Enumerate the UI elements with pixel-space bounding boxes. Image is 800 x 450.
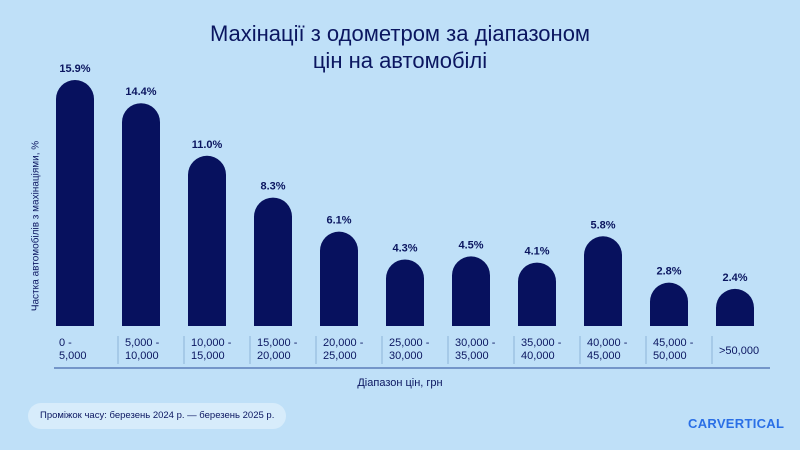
x-tick-label-2: 10,000 -15,000 bbox=[191, 337, 232, 362]
x-tick-label-8: 40,000 -45,000 bbox=[587, 337, 628, 362]
x-tick-label-6: 30,000 -35,000 bbox=[455, 337, 496, 362]
bar-3 bbox=[254, 197, 292, 326]
bar-4 bbox=[320, 231, 358, 326]
bar-value-label-10: 2.4% bbox=[722, 272, 747, 284]
bar-0 bbox=[56, 80, 94, 326]
bar-value-label-3: 8.3% bbox=[260, 181, 285, 193]
bar-5 bbox=[386, 259, 424, 326]
x-tick-label-9: 45,000 -50,000 bbox=[653, 337, 694, 362]
bar-1 bbox=[122, 103, 160, 326]
bar-2 bbox=[188, 155, 226, 326]
bar-value-label-8: 5.8% bbox=[590, 219, 615, 231]
bar-value-label-6: 4.5% bbox=[458, 239, 483, 251]
bar-value-label-2: 11.0% bbox=[192, 139, 223, 151]
bar-value-label-4: 6.1% bbox=[326, 215, 351, 227]
x-axis-label: Діапазон цін, грн bbox=[357, 377, 443, 389]
x-tick-label-5: 25,000 -30,000 bbox=[389, 337, 430, 362]
y-axis-label: Частка автомобілів з махінаціями, % bbox=[30, 140, 42, 312]
x-tick-label-3: 15,000 -20,000 bbox=[257, 337, 298, 362]
chart-title-line-2: цін на автомобілі bbox=[312, 48, 488, 73]
x-tick-label-7: 35,000 -40,000 bbox=[521, 337, 562, 362]
time-period-note: Проміжок часу: березень 2024 р. — березе… bbox=[28, 403, 287, 429]
bar-9 bbox=[650, 282, 688, 326]
x-tick-label-4: 20,000 -25,000 bbox=[323, 337, 364, 362]
chart-title: Махінації з одометром за діапазоном цін … bbox=[0, 20, 800, 74]
bar-value-label-9: 2.8% bbox=[656, 266, 681, 278]
x-tick-label-10: >50,000 bbox=[719, 345, 759, 357]
bar-8 bbox=[584, 236, 622, 326]
bar-6 bbox=[452, 256, 490, 326]
x-tick-label-0: 0 -5,000 bbox=[59, 337, 87, 362]
bar-7 bbox=[518, 262, 556, 326]
carvertical-logo: CARVERTICAL bbox=[688, 416, 785, 431]
bar-value-label-5: 4.3% bbox=[392, 242, 417, 254]
chart-title-line-1: Махінації з одометром за діапазоном bbox=[209, 21, 591, 46]
bar-value-label-0: 15.9% bbox=[59, 63, 90, 75]
bar-10 bbox=[716, 288, 754, 326]
bar-value-label-1: 14.4% bbox=[125, 86, 156, 98]
bar-value-label-7: 4.1% bbox=[524, 246, 549, 258]
x-tick-label-1: 5,000 -10,000 bbox=[125, 337, 160, 362]
